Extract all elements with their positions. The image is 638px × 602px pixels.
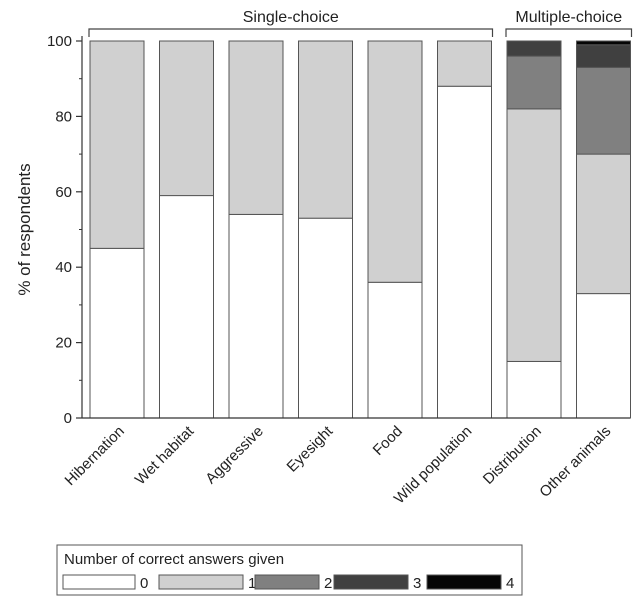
bar-segment <box>506 108 562 362</box>
bar-segment <box>437 85 492 419</box>
legend: Number of correct answers given 0 1 2 3 4 <box>56 544 523 596</box>
legend-label: 0 <box>140 575 148 592</box>
bar-segment <box>576 293 631 419</box>
y-tick-label: 40 <box>55 259 72 276</box>
legend-label: 3 <box>413 575 421 592</box>
group-label: Multiple-choice <box>515 9 622 26</box>
category-label: Hibernation <box>62 423 128 489</box>
bar-segment <box>576 153 631 295</box>
bar-segment <box>367 40 423 283</box>
group-label: Single-choice <box>243 9 339 26</box>
bar-segment <box>159 40 214 197</box>
bar-segment <box>576 44 631 68</box>
bar-segment <box>506 40 562 57</box>
legend-swatch <box>254 574 320 590</box>
bar-segment <box>506 55 562 110</box>
legend-label: 1 <box>248 575 256 592</box>
bar-segment <box>298 217 353 419</box>
category-label: Eyesight <box>284 422 337 475</box>
y-tick-label: 80 <box>55 108 72 125</box>
bar-segment <box>576 66 631 155</box>
group-bracket <box>88 28 494 37</box>
category-label: Wet habitat <box>132 422 198 488</box>
bar-segment <box>89 40 145 249</box>
category-label: Distribution <box>480 423 545 488</box>
bar-segment <box>506 360 562 419</box>
legend-swatch <box>333 574 409 590</box>
category-label: Aggressive <box>202 423 266 487</box>
legend-swatch <box>158 574 244 590</box>
legend-title: Number of correct answers given <box>64 551 284 568</box>
bar-segment <box>437 40 492 87</box>
legend-swatch <box>426 574 502 590</box>
bar-segment <box>159 195 214 419</box>
bar-segment <box>228 213 284 419</box>
y-tick-label: 60 <box>55 184 72 201</box>
y-tick-label: 20 <box>55 335 72 352</box>
legend-swatch <box>62 574 136 590</box>
bar-segment <box>367 281 423 419</box>
y-tick-label: 100 <box>47 33 72 50</box>
category-label: Other animals <box>536 423 614 501</box>
bar-segment <box>298 40 353 219</box>
group-bracket <box>505 28 633 37</box>
y-tick-label: 0 <box>64 410 72 427</box>
plot-area <box>89 40 631 419</box>
bar-segment <box>89 247 145 419</box>
category-label: Food <box>370 423 406 459</box>
y-axis-title: % of respondents <box>15 163 34 295</box>
bar-segment <box>228 40 284 215</box>
bar-segment <box>576 40 631 46</box>
legend-label: 4 <box>506 575 514 592</box>
group-brackets: Single-choice Multiple-choice <box>88 9 633 37</box>
legend-label: 2 <box>324 575 332 592</box>
